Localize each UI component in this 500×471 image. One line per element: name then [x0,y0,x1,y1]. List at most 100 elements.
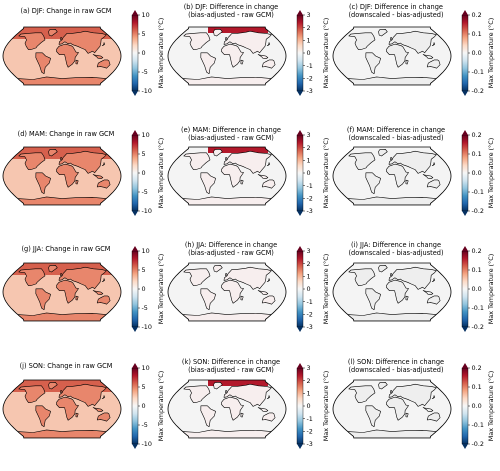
colorbar-tick-label: -5 [142,188,148,196]
panel-c: (c) DJF: Difference in change(downscaled… [332,3,495,96]
colorbar-tick-label: 3 [307,364,311,372]
continent-greenland [213,265,223,273]
colorbar-tick-label: 10 [142,131,150,139]
continent-north-america [18,385,46,403]
continent-japan [266,162,270,166]
continent-antarctica [17,429,107,438]
continent-north-america [348,32,376,50]
continent-indonesia [257,54,269,59]
map-outline [167,146,287,206]
continent-south-america [200,288,216,310]
continent-africa [56,396,79,421]
colorbar-label: Max Temperature (°C) [157,138,165,208]
continent-africa [221,396,244,421]
colorbar [296,14,304,92]
colorbar-tick-label: 0.0 [472,285,482,293]
continent-south-america [365,405,381,427]
continent-greenland [213,29,223,37]
continent-japan [101,162,105,166]
continent-madagascar [240,59,244,65]
continent-greenland [378,149,388,157]
continent-greenland [378,29,388,37]
continent-madagascar [75,179,79,185]
panel-subtitle: (downscaled - bias-adjusted) [348,11,443,19]
colorbar-tick-label: 1 [307,157,311,165]
continent-europe-asia [223,383,272,407]
arctic-band [208,147,268,153]
panel-title: (h) JJA: Difference in change [185,241,277,249]
panel-title: (l) SON: Difference in change [348,358,444,366]
colorbar-label: Max Temperature (°C) [322,254,330,324]
colorbar-label: Max Temperature (°C) [322,138,330,208]
continent-africa [221,43,244,68]
panel-b: (b) DJF: Difference in change(bias-adjus… [167,3,330,96]
continent-indonesia [257,290,269,295]
continent-japan [101,42,105,46]
continent-africa [56,279,79,304]
continent-australia [261,295,276,305]
colorbar-tick-label: 3 [307,131,311,139]
panel-subtitle: (bias-adjusted - raw GCM) [188,134,274,142]
colorbar-tick-label: 0 [142,402,146,410]
colorbar-tick-label: 2 [307,377,311,385]
colorbar-label: Max Temperature (°C) [157,371,165,441]
colorbar-tick-label: 0 [307,285,311,293]
colorbar [131,134,139,212]
continent-north-america [183,152,211,170]
colorbar-extend-min [132,211,138,216]
colorbar-tick-label: -0.1 [472,68,484,76]
colorbar-extend-min [132,91,138,96]
continent-indonesia [257,174,269,179]
colorbar-extend-max [462,246,468,251]
continent-uk [60,390,63,394]
continent-north-america [348,152,376,170]
colorbar-tick-label: -0.2 [472,323,484,331]
continent-africa [386,279,409,304]
colorbar-tick-label: -1 [307,182,313,190]
colorbar-tick-label: 2 [307,260,311,268]
continent-madagascar [405,295,409,301]
map-outline [332,146,452,206]
colorbar-tick-label: 2 [307,144,311,152]
continent-europe-asia [223,150,272,174]
colorbar-label: Max Temperature (°C) [487,18,495,88]
colorbar-tick-label: 0 [142,285,146,293]
colorbar-tick-label: 1 [307,273,311,281]
colorbar-tick-label: -0.1 [472,304,484,312]
continent-uk [390,390,393,394]
continent-south-america [200,52,216,74]
panel-g: (g) JJA: Change in raw GCM -10 -5 0 5 10 Max T… [2,245,165,332]
continent-north-america [18,268,46,286]
continent-south-america [365,172,381,194]
colorbar-tick-label: 2 [307,24,311,32]
colorbar-tick-label: -10 [142,87,152,95]
continent-north-america [348,268,376,286]
colorbar-extend-min [462,444,468,449]
panel-subtitle: (bias-adjusted - raw GCM) [188,249,274,257]
continent-greenland [378,382,388,390]
panel-title: (e) MAM: Difference in change [181,126,281,134]
colorbar-extend-min [462,327,468,332]
colorbar-label: Max Temperature (°C) [157,18,165,88]
continent-madagascar [240,179,244,185]
continent-greenland [48,265,58,273]
continent-australia [96,412,111,422]
panel-d: (d) MAM: Change in raw GCM -10 -5 0 5 10 Max T… [2,130,165,216]
panel-f: (f) MAM: Difference in change(downscaled… [332,126,495,216]
colorbar-tick-label: -0.2 [472,440,484,448]
colorbar-tick-label: 0.1 [472,30,482,38]
colorbar-tick-label: 10 [142,11,150,19]
continent-europe-asia [388,30,437,54]
continent-madagascar [240,295,244,301]
panel-e: (e) MAM: Difference in change(bias-adjus… [167,126,330,216]
colorbar-extend-min [297,91,303,96]
continent-south-america [35,405,51,427]
continent-madagascar [75,412,79,418]
continent-indonesia [422,290,434,295]
colorbar-extend-max [462,363,468,368]
continent-europe-asia [388,150,437,174]
continent-antarctica [17,312,107,321]
colorbar [461,367,469,445]
panel-title: (i) JJA: Difference in change [351,241,441,249]
